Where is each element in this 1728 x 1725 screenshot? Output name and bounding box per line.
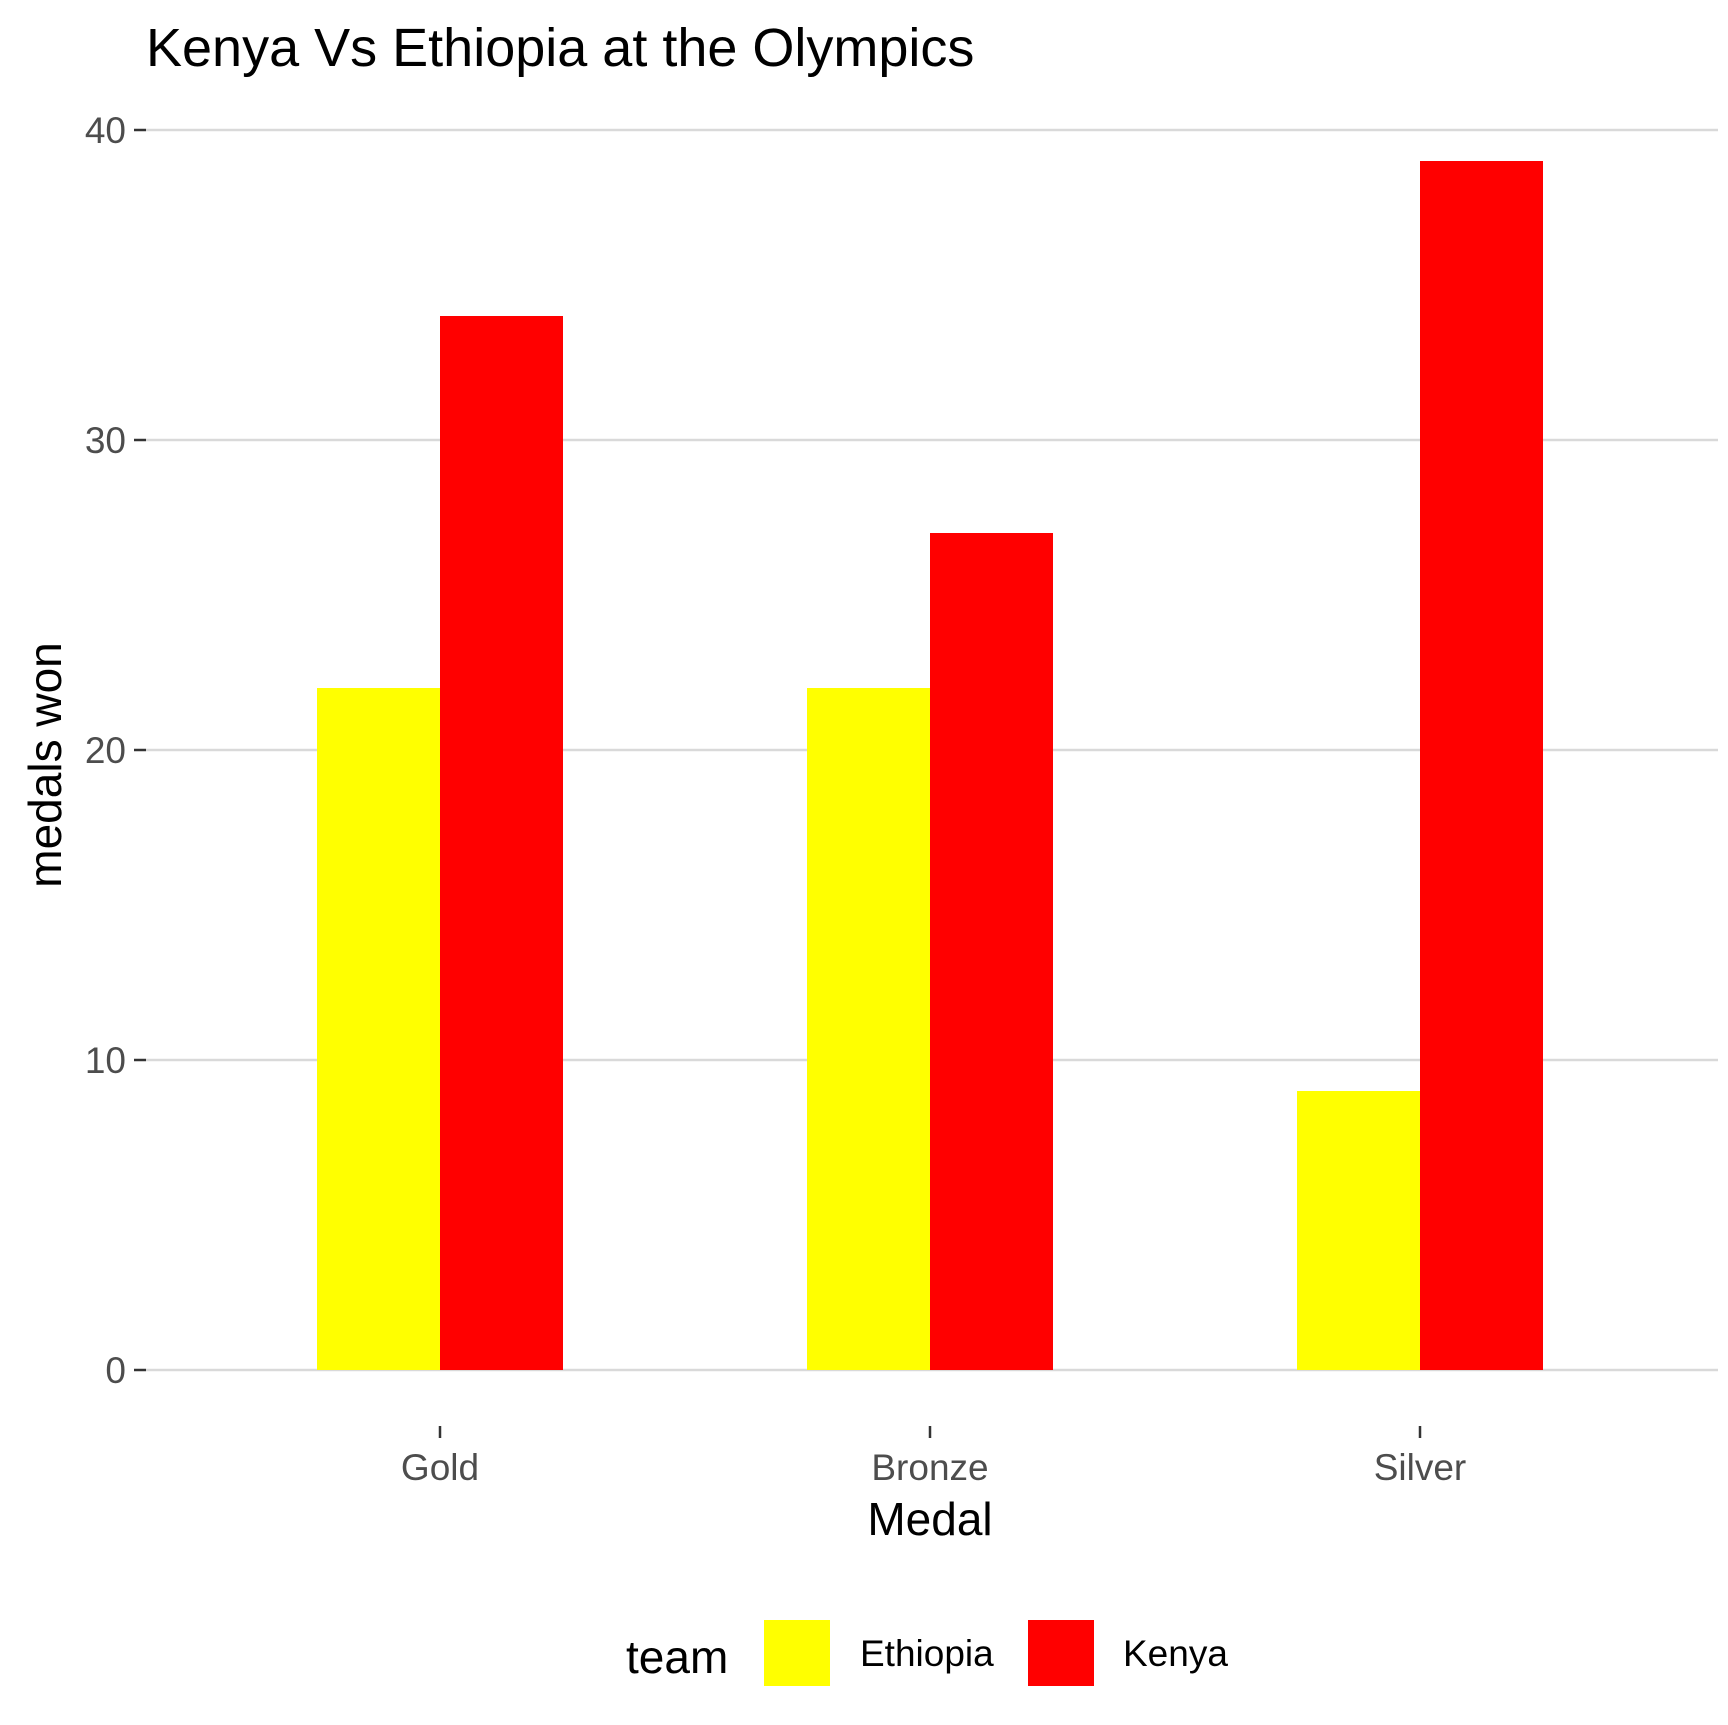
- x-axis-title: Medal: [867, 1493, 992, 1545]
- y-tick-label: 40: [85, 110, 126, 151]
- bar-ethiopia-gold: [317, 688, 440, 1370]
- bar-ethiopia-bronze: [807, 688, 930, 1370]
- y-tick-label: 20: [85, 730, 126, 771]
- bar-kenya-silver: [1420, 161, 1543, 1370]
- y-axis: 0 10 20 30 40: [85, 110, 146, 1391]
- legend-label-ethiopia: Ethiopia: [860, 1633, 994, 1674]
- legend: team Ethiopia Kenya: [626, 1620, 1228, 1686]
- x-tick-label: Bronze: [871, 1447, 988, 1488]
- y-tick-label: 0: [105, 1350, 126, 1391]
- y-axis-title: medals won: [19, 642, 71, 887]
- x-axis: Gold Bronze Silver: [401, 1426, 1466, 1488]
- y-tick-label: 30: [85, 420, 126, 461]
- y-tick-label: 10: [85, 1040, 126, 1081]
- legend-key-ethiopia: [764, 1620, 830, 1686]
- x-tick-label: Gold: [401, 1447, 479, 1488]
- legend-title: team: [626, 1631, 728, 1683]
- bar-ethiopia-silver: [1297, 1091, 1420, 1370]
- legend-label-kenya: Kenya: [1123, 1633, 1228, 1674]
- bars: [317, 161, 1543, 1370]
- legend-key-kenya: [1028, 1620, 1094, 1686]
- chart-title: Kenya Vs Ethiopia at the Olympics: [146, 18, 974, 78]
- bar-kenya-gold: [440, 316, 563, 1370]
- x-tick-label: Silver: [1374, 1447, 1467, 1488]
- bar-kenya-bronze: [930, 533, 1053, 1370]
